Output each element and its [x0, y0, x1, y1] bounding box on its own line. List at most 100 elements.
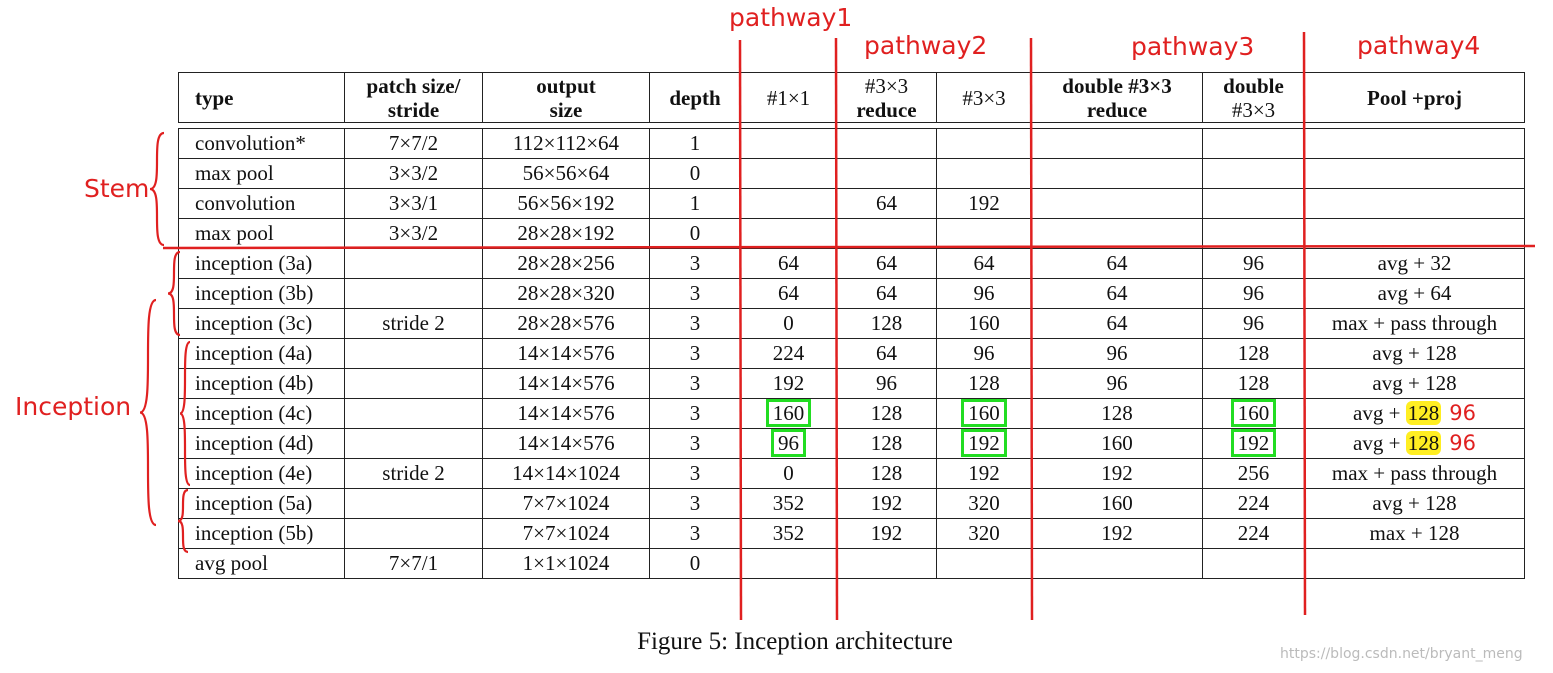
highlighted-value: 128 — [1405, 431, 1442, 455]
header-text: #3×3 — [1231, 97, 1276, 122]
table-cell: 64 — [740, 248, 837, 279]
table-cell: 7×7/2 — [344, 128, 483, 159]
table-cell: 96 — [1202, 248, 1305, 279]
table-cell: 128 — [1031, 398, 1203, 429]
header-cell: double #3×3 reduce — [1031, 72, 1203, 123]
table-row: max pool 3×3/2 28×28×192 0 — [178, 218, 1525, 249]
table-row: inception (4a) 14×14×576 3 224 64 96 96 128 avg … — [178, 338, 1525, 369]
table-cell: 128 — [836, 428, 937, 459]
table-cell: 128 — [836, 398, 937, 429]
table-cell: inception (4e) — [178, 458, 345, 489]
header-cell: depth — [649, 72, 741, 123]
table-row: inception (5a) 7×7×1024 3 352 192 320 160 224 av… — [178, 488, 1525, 519]
table-cell: 320 — [936, 518, 1032, 549]
pathway-divider — [834, 37, 839, 621]
table-cell: 192 — [936, 188, 1032, 219]
table-cell — [836, 128, 937, 159]
header-cell: Pool +proj — [1304, 72, 1525, 123]
cell-text: avg + — [1353, 431, 1401, 455]
table-cell: 3×3/2 — [344, 218, 483, 249]
table-cell: 7×7×1024 — [482, 518, 650, 549]
table-row: convolution 3×3/1 56×56×192 1 64 192 — [178, 188, 1525, 219]
table-cell: 64 — [936, 248, 1032, 279]
group-label: Inception — [15, 392, 132, 421]
table-cell — [936, 218, 1032, 249]
table-header: type patch size/stride output size depth #1×1… — [178, 72, 1525, 123]
table-cell: 256 — [1202, 458, 1305, 489]
header-text: depth — [669, 85, 721, 110]
table-cell: 192 — [836, 518, 937, 549]
table-cell — [1202, 548, 1305, 579]
table-row: inception (4c) 14×14×576 3 160 128 160 128 160 a… — [178, 398, 1525, 429]
table-cell: 224 — [740, 338, 837, 369]
table-cell: 192 — [936, 428, 1032, 459]
table-cell: 3 — [649, 368, 741, 399]
watermark: https://blog.csdn.net/bryant_meng — [1280, 646, 1523, 662]
table-cell — [740, 188, 837, 219]
table-cell — [344, 368, 483, 399]
table-cell: max + pass through — [1304, 458, 1525, 489]
boxed-value: 160 — [765, 399, 812, 427]
table-cell: 14×14×576 — [482, 428, 650, 459]
table-cell: 112×112×64 — [482, 128, 650, 159]
table-cell: stride 2 — [344, 458, 483, 489]
header-text: #1×1 — [766, 85, 811, 110]
brace — [139, 298, 157, 527]
header-text: Pool +proj — [1367, 85, 1462, 110]
table-cell: convolution* — [178, 128, 345, 159]
table-cell: 3×3/2 — [344, 158, 483, 189]
table-cell: 56×56×192 — [482, 188, 650, 219]
header-cell: #1×1 — [740, 72, 837, 123]
table-cell: 28×28×256 — [482, 248, 650, 279]
table-cell: 3 — [649, 308, 741, 339]
header-text: #3×3 — [962, 85, 1006, 110]
header-text: size — [549, 97, 583, 122]
table-cell — [936, 548, 1032, 579]
table-row: inception (4d) 14×14×576 3 96 128 192 160 192 av… — [178, 428, 1525, 459]
table-row: max pool 3×3/2 56×56×64 0 — [178, 158, 1525, 189]
header-text: double — [1223, 73, 1284, 98]
stem-divider — [162, 244, 1536, 250]
table-cell: 3 — [649, 338, 741, 369]
table-cell: max pool — [178, 218, 345, 249]
table-cell: 160 — [740, 398, 837, 429]
table-cell: stride 2 — [344, 308, 483, 339]
table-cell: 3 — [649, 488, 741, 519]
table-cell: 192 — [740, 368, 837, 399]
table-cell: 1 — [649, 188, 741, 219]
table-cell: 1×1×1024 — [482, 548, 650, 579]
table-cell: 96 — [936, 338, 1032, 369]
table-cell: 14×14×576 — [482, 398, 650, 429]
table-row: inception (3a) 28×28×256 3 64 64 64 64 96 avg + … — [178, 248, 1525, 279]
table-cell: 28×28×192 — [482, 218, 650, 249]
table-cell: 0 — [649, 548, 741, 579]
group-label: Stem — [84, 174, 150, 203]
header-cell: output size — [482, 72, 650, 123]
boxed-value: 160 — [961, 399, 1007, 427]
table-cell — [1031, 158, 1203, 189]
table-cell — [1304, 218, 1525, 249]
table-cell: inception (3c) — [178, 308, 345, 339]
brace — [177, 488, 189, 554]
pathway-divider — [1029, 37, 1034, 621]
pathway-label: pathway3 — [1131, 32, 1255, 61]
pathway-label: pathway4 — [1357, 31, 1481, 60]
header-text: double #3×3 — [1062, 73, 1172, 98]
table-cell: 192 — [1202, 428, 1305, 459]
correction: 96 — [1449, 401, 1476, 425]
brace — [167, 250, 181, 337]
table-cell — [344, 398, 483, 429]
header-text: reduce — [856, 97, 917, 122]
header-cell: #3×3 — [936, 72, 1032, 123]
table-cell: 3 — [649, 278, 741, 309]
table-cell: avg + 32 — [1304, 248, 1525, 279]
pathway-label: pathway2 — [864, 31, 988, 60]
table-cell: 1 — [649, 128, 741, 159]
header-cell: #3×3 reduce — [836, 72, 937, 123]
header-text: stride — [387, 97, 440, 122]
table-cell: inception (5b) — [178, 518, 345, 549]
table-cell — [740, 218, 837, 249]
table-cell — [1031, 188, 1203, 219]
table-cell: 28×28×320 — [482, 278, 650, 309]
